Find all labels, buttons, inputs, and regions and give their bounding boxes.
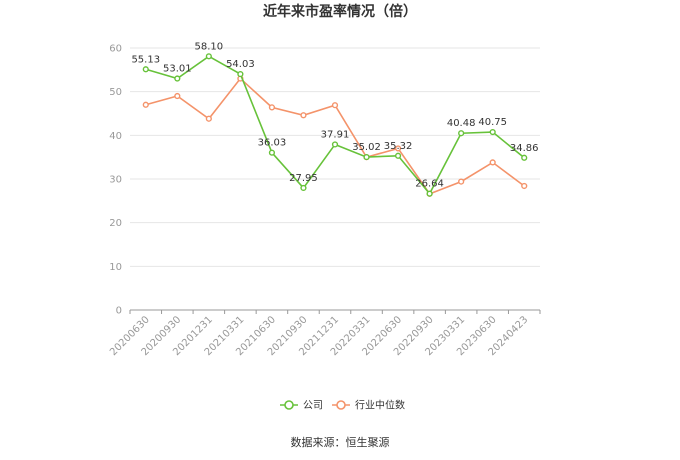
data-label: 34.86 [510,143,539,154]
source-note: 数据来源：恒生聚源 [291,435,390,449]
data-point [237,70,244,78]
series-layer [142,53,528,197]
x-axis: 2020063020200930202012312021033120210630… [108,309,541,358]
data-point [521,182,528,190]
data-label: 35.32 [384,141,413,152]
data-point [174,92,181,100]
data-label: 35.02 [352,142,381,153]
data-point [489,128,496,136]
data-point [300,112,307,119]
data-label: 36.03 [258,138,287,149]
y-tick-label: 60 [109,44,122,55]
data-label: 40.48 [447,118,476,129]
data-point [205,53,212,60]
data-label: 58.10 [195,41,224,52]
data-label: 55.13 [131,54,160,65]
data-point [300,184,307,192]
data-point [426,190,433,197]
data-label: 27.95 [289,173,318,184]
y-tick-label: 10 [109,262,122,273]
grid-lines [130,47,540,267]
data-point [268,149,276,156]
data-point [458,178,465,185]
data-point [394,152,402,159]
data-label: 26.64 [415,179,444,190]
data-point [142,101,149,108]
y-tick-label: 0 [116,306,122,317]
legend-label: 行业中位数 [355,399,405,412]
y-tick-label: 20 [109,218,122,229]
legend-marker [284,400,294,410]
chart-title: 近年来市盈率情况（倍） [263,3,417,20]
legend-item[interactable]: 公司 [280,400,323,412]
data-label: 53.01 [163,64,192,75]
legend-marker [336,400,346,410]
data-point [205,115,212,122]
data-point [331,102,339,109]
legend-label: 公司 [303,401,323,412]
data-point [394,145,402,152]
data-label: 40.75 [478,117,507,128]
data-point [268,104,276,111]
data-label: 37.91 [321,129,350,140]
data-point [489,159,496,166]
data-point [363,153,370,161]
y-tick-label: 40 [109,131,122,142]
y-axis: 0 10 20 30 40 50 60 [109,44,122,317]
legend[interactable]: 公司 行业中位数 [280,399,405,412]
data-point [174,75,181,82]
y-tick-label: 50 [109,87,122,98]
data-point [331,141,339,148]
data-point [142,66,149,73]
y-tick-label: 30 [109,175,122,186]
data-point [521,154,528,161]
data-point [458,130,465,137]
data-label: 54.03 [226,59,255,70]
legend-item[interactable]: 行业中位数 [332,399,405,412]
